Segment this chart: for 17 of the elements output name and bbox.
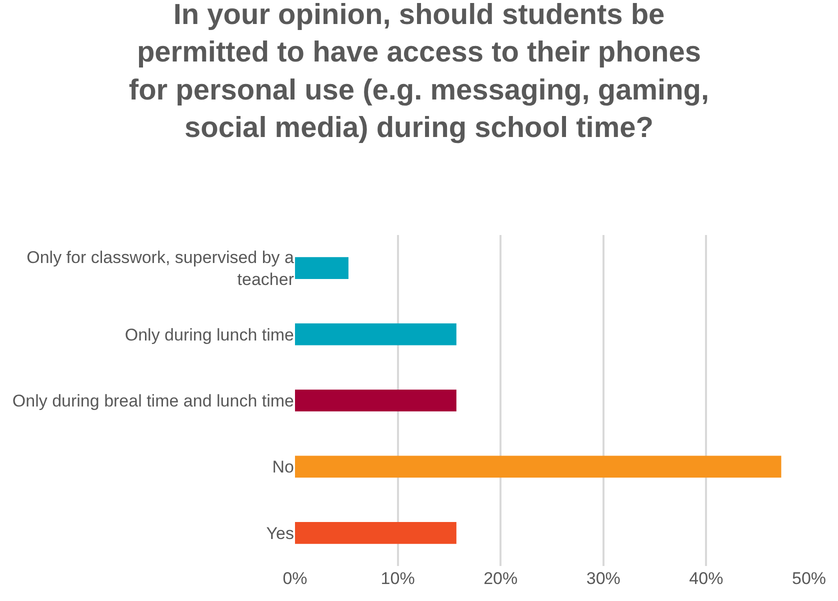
- y-tick-label: Only during breal time and lunch time: [12, 391, 294, 410]
- bar: [295, 323, 456, 346]
- bar: [295, 257, 348, 280]
- bar: [295, 456, 782, 478]
- y-tick-label: No: [272, 458, 294, 477]
- x-tick-label: 50%: [792, 569, 826, 588]
- y-tick-label: Only for classwork, supervised by a teacher: [26, 248, 295, 290]
- x-tick-label: 30%: [586, 569, 620, 588]
- x-tick-label: 40%: [689, 569, 724, 588]
- y-tick-label: Only during lunch time: [124, 325, 294, 344]
- y-tick-label: Yes: [266, 524, 294, 543]
- bar: [295, 390, 456, 412]
- x-tick-label: 0%: [282, 569, 308, 588]
- x-tick-label: 20%: [484, 569, 518, 588]
- x-tick-label: 10%: [380, 569, 415, 588]
- bar: [295, 522, 456, 544]
- chart-title: In your opinion, should students be permitted to have access to their phones for personal use (e.g. messaging, gaming, social media) during school time?: [128, 0, 710, 144]
